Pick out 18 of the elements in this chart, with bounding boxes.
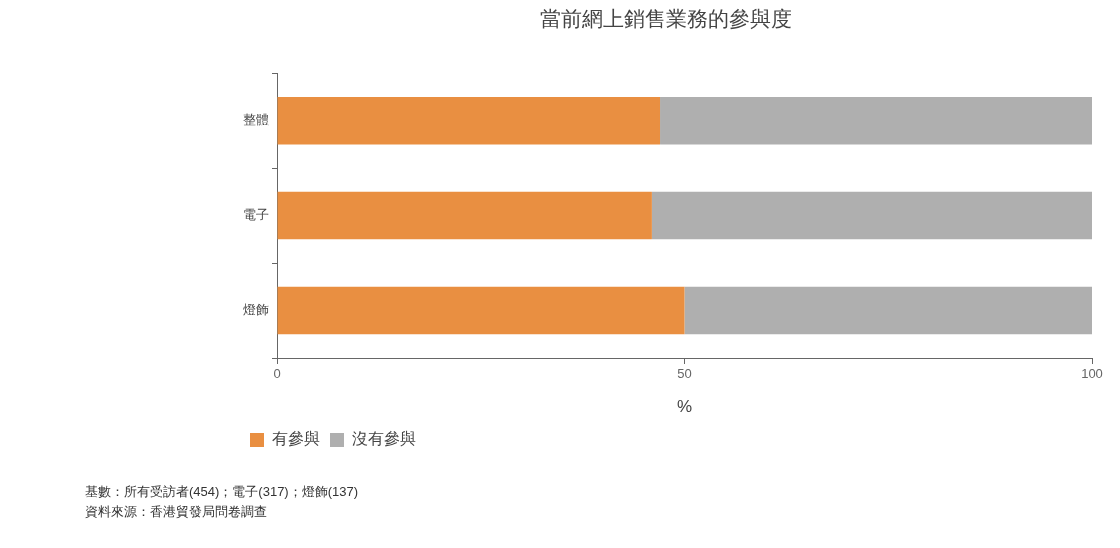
- source-note: 資料來源：香港貿發局問卷調查: [85, 503, 268, 521]
- x-tick-label: 100: [1081, 366, 1103, 382]
- y-tick-label: 電子: [243, 207, 269, 223]
- bar: [651, 191, 1092, 240]
- x-tick-label: 50: [677, 366, 692, 382]
- y-tick-label: 燈飾: [243, 302, 269, 318]
- bar: [684, 286, 1092, 335]
- y-tick-label: 整體: [243, 112, 269, 128]
- x-tick-label: 0: [273, 366, 281, 382]
- bar: [277, 96, 661, 145]
- x-axis-title: %: [676, 397, 693, 417]
- chart-title: 當前網上銷售業務的參與度: [540, 7, 792, 31]
- text: 基數：所有受訪者(454)；電子(317)；燈飾(137): [85, 483, 360, 501]
- legend-label: 沒有參與: [352, 430, 416, 448]
- legend-label: 有參與: [272, 430, 320, 448]
- bar: [660, 96, 1092, 145]
- bar: [277, 286, 685, 335]
- bar: [277, 191, 652, 240]
